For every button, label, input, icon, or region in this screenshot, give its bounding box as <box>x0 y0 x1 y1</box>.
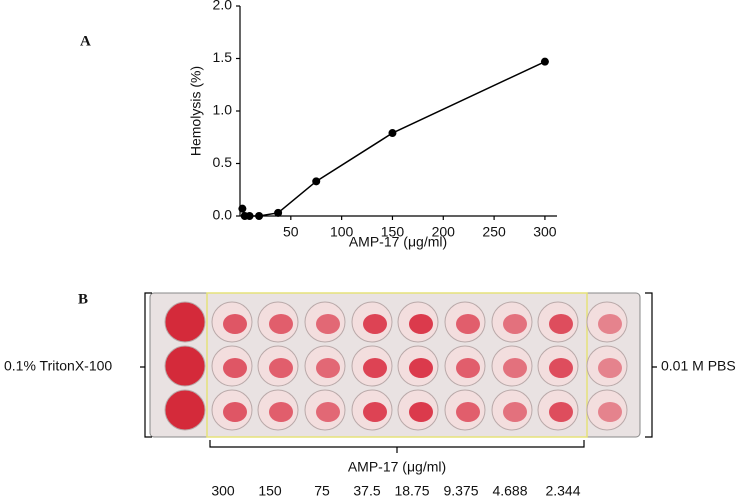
x-tick-label: 300 <box>533 224 557 240</box>
concentration-label: 300 <box>211 483 235 499</box>
concentration-label: 150 <box>258 483 282 499</box>
well-pellet <box>598 402 622 422</box>
well-pellet <box>316 314 340 334</box>
well-pellet <box>269 314 293 334</box>
concentration-label: 37.5 <box>353 483 380 499</box>
right-bracket <box>645 292 657 438</box>
point <box>255 212 264 220</box>
well-pellet <box>316 402 340 422</box>
y-tick-label: 0.0 <box>213 207 233 223</box>
well-pellet <box>456 314 480 334</box>
well-pellet <box>456 358 480 378</box>
panel-label: A <box>80 33 91 49</box>
concentration-label: 75 <box>314 483 330 499</box>
well-plate <box>140 292 657 453</box>
x-tick-label: 150 <box>381 224 405 240</box>
x-tick-label: 200 <box>432 224 456 240</box>
control-label: 0.01 M PBS <box>661 358 736 374</box>
x-tick-label: 100 <box>330 224 354 240</box>
point <box>312 177 321 186</box>
point <box>245 212 254 220</box>
panel-label: B <box>78 291 88 307</box>
y-tick-label: 0.5 <box>213 154 233 170</box>
well-pellet <box>269 402 293 422</box>
well-pellet <box>598 358 622 378</box>
concentration-label: 18.75 <box>394 483 429 499</box>
y-axis-label: Hemolysis (%) <box>188 66 204 156</box>
well-pellet <box>503 358 527 378</box>
x-tick-label: 250 <box>482 224 506 240</box>
y-tick-label: 1.5 <box>213 49 233 65</box>
axis-label: AMP-17 (μg/ml) <box>348 459 446 475</box>
left-bracket <box>140 292 152 438</box>
well <box>164 389 206 431</box>
concentration-label: 4.688 <box>492 483 527 499</box>
y-tick-label: 2.0 <box>213 0 233 13</box>
well-pellet <box>549 402 573 422</box>
well-pellet <box>503 314 527 334</box>
well-pellet <box>409 402 433 422</box>
well-pellet <box>598 314 622 334</box>
well-pellet <box>549 358 573 378</box>
well-pellet <box>409 314 433 334</box>
well-pellet <box>363 358 387 378</box>
point <box>540 57 549 66</box>
well-pellet <box>363 314 387 334</box>
bottom-bracket <box>209 440 585 453</box>
well-pellet <box>456 402 480 422</box>
line <box>241 60 546 217</box>
point <box>274 208 283 217</box>
well-pellet <box>409 358 433 378</box>
well <box>164 301 206 343</box>
y-tick-label: 1.0 <box>213 102 233 118</box>
x-tick-label: 50 <box>283 224 299 240</box>
x-axis-label: AMP-17 (μg/ml) <box>349 234 447 250</box>
well-pellet <box>223 402 247 422</box>
well-pellet <box>223 314 247 334</box>
well-pellet <box>549 314 573 334</box>
concentration-label: 9.375 <box>443 483 478 499</box>
control-label: 0.1% TritonX-100 <box>4 358 112 374</box>
well-pellet <box>503 402 527 422</box>
well-pellet <box>316 358 340 378</box>
well-pellet <box>223 358 247 378</box>
point <box>388 129 397 138</box>
well <box>164 345 206 387</box>
well-pellet <box>269 358 293 378</box>
point <box>238 204 247 213</box>
concentration-label: 2.344 <box>545 483 580 499</box>
well-pellet <box>363 402 387 422</box>
